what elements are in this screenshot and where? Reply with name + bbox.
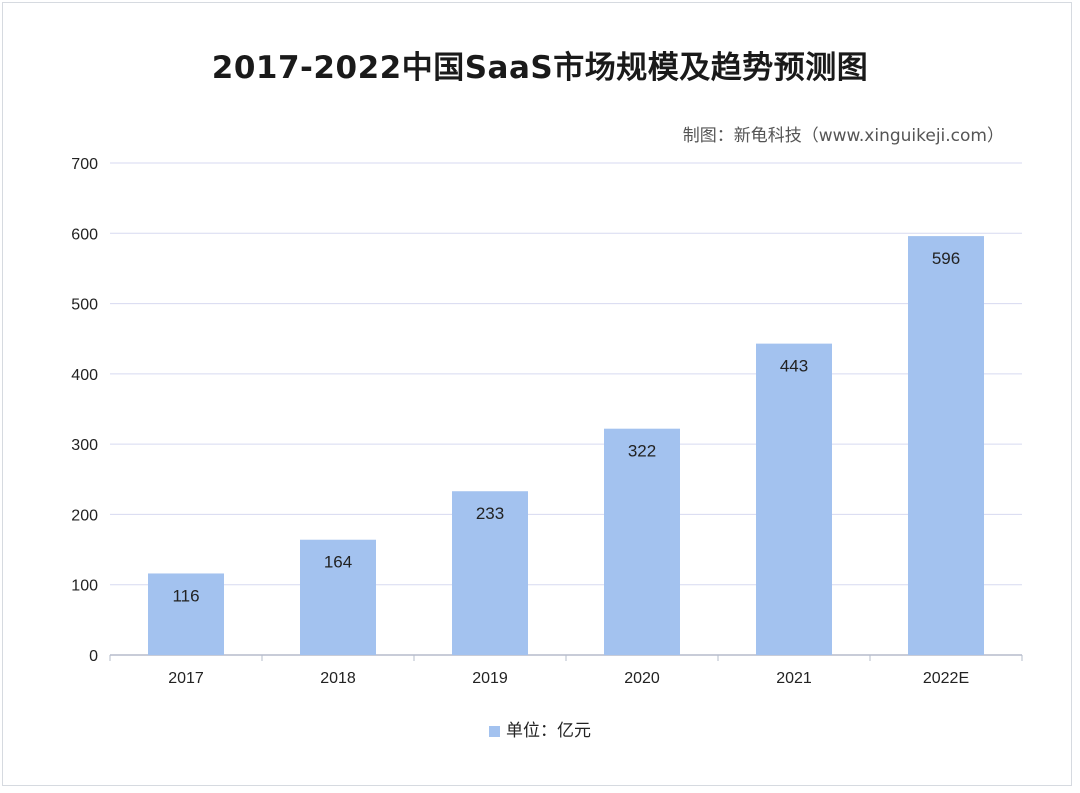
y-tick-label: 700 <box>71 156 98 173</box>
x-tick-label: 2018 <box>320 670 356 687</box>
y-tick-label: 600 <box>71 226 98 243</box>
x-tick-label: 2017 <box>168 670 204 687</box>
legend-label: 单位：亿元 <box>506 721 591 741</box>
x-tick-label: 2022E <box>923 670 969 687</box>
data-label: 164 <box>324 553 352 572</box>
data-label: 443 <box>780 357 808 376</box>
y-tick-label: 100 <box>71 578 98 595</box>
bar <box>148 573 224 655</box>
y-tick-label: 0 <box>89 648 98 665</box>
bar <box>908 236 984 655</box>
chart-title: 2017-2022中国SaaS市场规模及趋势预测图 <box>211 50 869 86</box>
y-tick-label: 300 <box>71 437 98 454</box>
bar <box>300 539 376 655</box>
y-tick-label: 200 <box>71 507 98 524</box>
data-label: 116 <box>172 586 199 605</box>
data-label: 596 <box>932 249 960 268</box>
legend: 单位：亿元 <box>0 716 1080 741</box>
bar <box>604 428 680 655</box>
x-tick-label: 2021 <box>776 670 812 687</box>
legend-swatch <box>489 726 500 737</box>
x-tick-label: 2020 <box>624 670 660 687</box>
bar <box>756 343 832 655</box>
bar <box>452 491 528 655</box>
y-tick-label: 500 <box>71 297 98 314</box>
data-label: 322 <box>628 442 656 461</box>
chart-credit: 制图：新龟科技（www.xinguikeji.com） <box>682 126 1004 146</box>
data-label: 233 <box>476 504 504 523</box>
x-tick-label: 2019 <box>472 670 508 687</box>
y-tick-label: 400 <box>71 367 98 384</box>
